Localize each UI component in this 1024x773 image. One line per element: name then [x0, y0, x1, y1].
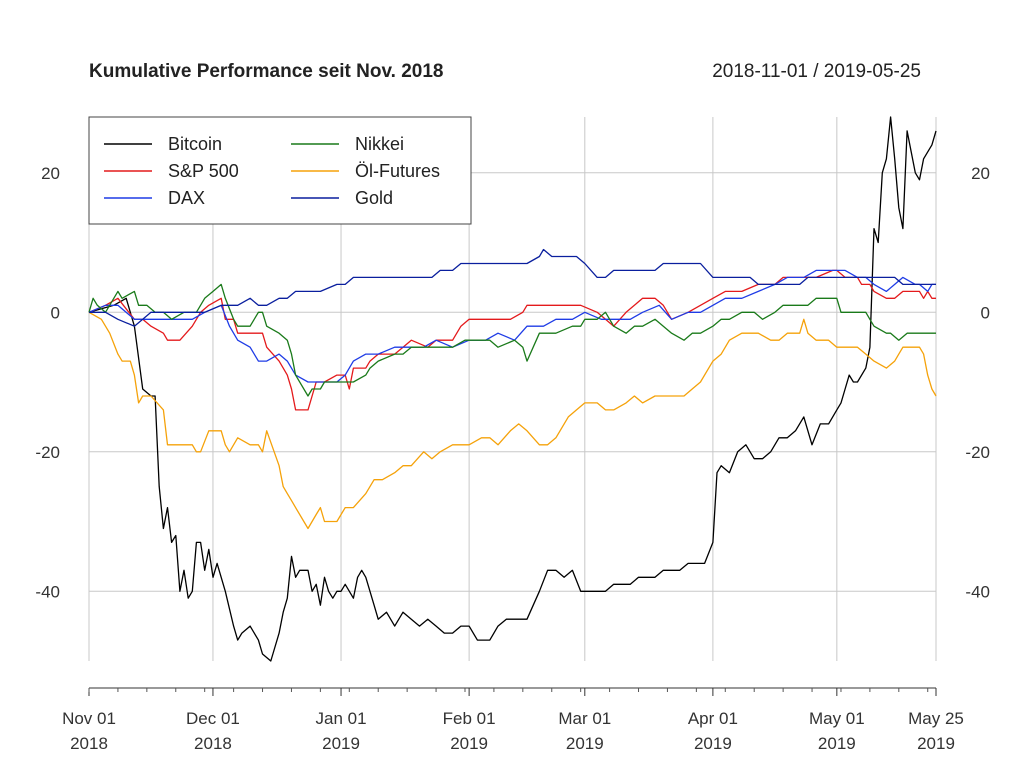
x-tick-label-year: 2019	[566, 734, 604, 753]
x-tick-label: Jan 01	[316, 709, 367, 728]
series-line-nikkei	[88, 283, 936, 397]
y-tick-label-left: -20	[35, 443, 60, 462]
series-line-bitcoin	[88, 116, 937, 662]
legend-label: DAX	[168, 188, 205, 208]
x-tick-label: May 01	[809, 709, 865, 728]
legend: Bitcoin S&P 500 DAX Nikkei Öl-Futures Gold	[88, 116, 472, 225]
series-line--l-futures	[88, 311, 937, 530]
series-line-s-p-500	[88, 269, 936, 411]
legend-label: Nikkei	[355, 134, 404, 154]
x-tick-label: Feb 01	[443, 709, 496, 728]
x-tick-label-year: 2019	[450, 734, 488, 753]
y-tick-label-right: -40	[965, 582, 990, 601]
y-tick-label-right: -20	[965, 443, 990, 462]
chart-title: Kumulative Performance seit Nov. 2018	[89, 61, 443, 82]
legend-box	[88, 116, 472, 225]
x-tick-label-year: 2019	[917, 734, 955, 753]
x-tick-label: Apr 01	[688, 709, 738, 728]
x-tick-label: Dec 01	[186, 709, 240, 728]
x-tick-label: May 25	[908, 709, 964, 728]
x-tick-label-year: 2019	[694, 734, 732, 753]
y-tick-label-right: 0	[981, 303, 990, 322]
legend-label: Öl-Futures	[355, 161, 440, 181]
y-tick-label-left: 0	[51, 303, 60, 322]
y-tick-label-left: -40	[35, 582, 60, 601]
series-lines	[88, 116, 937, 662]
y-tick-label-left: 20	[41, 164, 60, 183]
series-line-gold	[89, 248, 936, 327]
x-tick-label-year: 2018	[70, 734, 108, 753]
y-tick-label-right: 20	[971, 164, 990, 183]
chart-date-range: 2018-11-01 / 2019-05-25	[712, 61, 921, 82]
axes: -40 -40 -20 -20 0 0 20 20 Nov 01 2018 Dec 01 2018 Ja…	[35, 164, 990, 753]
x-tick-label: Mar 01	[558, 709, 611, 728]
legend-label: Gold	[355, 188, 393, 208]
x-tick-label-year: 2019	[322, 734, 360, 753]
legend-label: S&P 500	[168, 161, 239, 181]
x-tick-label: Nov 01	[62, 709, 116, 728]
legend-label: Bitcoin	[168, 134, 222, 154]
series-line-dax	[88, 269, 936, 383]
x-tick-label-year: 2019	[818, 734, 856, 753]
x-tick-label-year: 2018	[194, 734, 232, 753]
